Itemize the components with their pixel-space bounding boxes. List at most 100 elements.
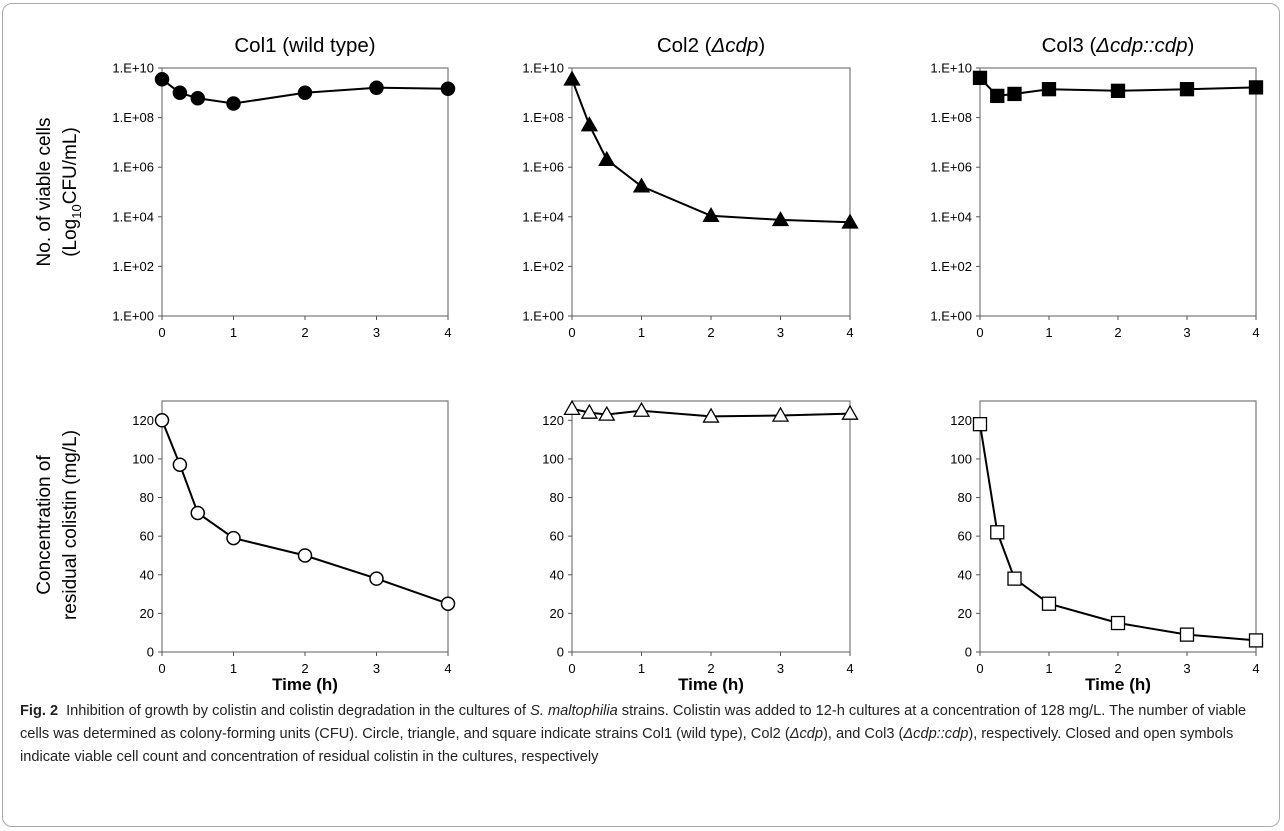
data-point <box>972 417 988 432</box>
y-tick-label: 40 <box>550 567 564 582</box>
x-tick-label: 1 <box>230 661 237 676</box>
x-tick-label: 2 <box>707 661 714 676</box>
y-tick-label: 1.E+08 <box>112 110 154 125</box>
x-tick-label: 2 <box>1114 325 1121 340</box>
caption-run-0: Inhibition of growth by colistin and col… <box>66 703 531 719</box>
x-tick-label: 4 <box>1252 661 1259 676</box>
caption-run-6: ), respectively. Closed and open symbols… <box>20 726 1234 765</box>
x-tick-label: 0 <box>976 661 983 676</box>
y-tick-label: 60 <box>958 529 972 544</box>
y-tick-label: 1.E+00 <box>930 309 972 324</box>
caption-run-4: ), and Col3 ( <box>823 726 904 742</box>
y-tick-label: 120 <box>542 413 564 428</box>
y-tick-label: 1.E+08 <box>522 110 564 125</box>
bottom-y-axis-title: Concentration of residual colistin (mg/L… <box>34 430 81 620</box>
data-point <box>580 403 598 419</box>
xlabel-col3: Time (h) <box>1085 675 1151 694</box>
plot-area <box>979 400 1257 653</box>
x-tick-label: 4 <box>846 325 853 340</box>
figure-canvas: Col1 (wild type) Col2 (Δcdp) Col3 (Δcdp:… <box>34 34 1264 694</box>
x-tick-label: 2 <box>301 661 308 676</box>
data-point <box>1007 86 1022 102</box>
x-tick-label: 3 <box>1183 661 1190 676</box>
y-tick-label: 1.E+10 <box>522 61 564 76</box>
x-tick-label: 2 <box>1114 661 1121 676</box>
y-tick-label: 100 <box>950 451 972 466</box>
y-tick-label: 20 <box>550 606 564 621</box>
y-tick-label: 1.E+04 <box>930 209 972 224</box>
data-point <box>369 571 384 586</box>
data-point <box>172 85 188 101</box>
y-tick-label: 20 <box>140 606 154 621</box>
x-tick-label: 3 <box>373 661 380 676</box>
x-tick-label: 3 <box>373 325 380 340</box>
y-tick-label: 80 <box>550 490 564 505</box>
data-point <box>563 70 581 86</box>
data-point <box>632 401 651 417</box>
x-tick-label: 2 <box>301 325 308 340</box>
data-point <box>632 177 651 193</box>
data-point <box>563 399 581 415</box>
plot-area <box>979 67 1257 317</box>
y-tick-label: 0 <box>557 645 564 660</box>
data-point <box>297 85 313 101</box>
chart-panel-3: 1.E+00 1.E+02 1.E+04 1.E+06 1.E+08 1.E+10 0 1 2 3… <box>930 61 1264 340</box>
data-point <box>1041 82 1057 97</box>
caption-run-1: S. maltophilia <box>530 703 618 719</box>
y-tick-label: 1.E+10 <box>930 61 972 76</box>
y-tick-label: 1.E+02 <box>112 259 154 274</box>
data-point <box>190 91 205 106</box>
data-point <box>1041 596 1057 611</box>
panel-title-col2: Col2 (Δcdp) <box>657 34 765 57</box>
data-point <box>1007 571 1022 586</box>
y-tick-label: 100 <box>542 451 564 466</box>
y-tick-label: 40 <box>140 567 154 582</box>
caption-run-2: strains. Colistin was added to 12-h cult… <box>20 703 1247 742</box>
x-tick-label: 3 <box>1183 325 1190 340</box>
chart-panel-1: 1.E+00 1.E+02 1.E+04 1.E+06 1.E+08 1.E+10 0 1 2 3… <box>112 61 456 340</box>
x-tick-label: 3 <box>777 325 784 340</box>
x-tick-label: 1 <box>1045 325 1052 340</box>
xlabel-col2: Time (h) <box>678 675 744 694</box>
y-tick-label: 1.E+06 <box>522 160 564 175</box>
xlabel-col1: Time (h) <box>272 675 338 694</box>
data-point <box>172 457 188 472</box>
data-point <box>771 406 790 422</box>
caption-run-5: Δcdp::cdp <box>903 726 969 742</box>
x-tick-label: 1 <box>638 661 645 676</box>
data-point <box>190 505 205 521</box>
y-tick-label: 60 <box>140 529 154 544</box>
y-tick-label: 100 <box>132 451 154 466</box>
series-line <box>979 424 1257 642</box>
x-tick-label: 4 <box>846 661 853 676</box>
x-tick-label: 0 <box>158 325 165 340</box>
data-point <box>154 72 170 87</box>
data-point <box>598 405 616 421</box>
x-tick-label: 2 <box>707 325 714 340</box>
x-tick-label: 4 <box>444 325 451 340</box>
top-ylabel-line2: (Log10CFU/mL) <box>60 127 84 257</box>
y-tick-label: 20 <box>958 606 972 621</box>
data-point <box>369 80 384 95</box>
data-point <box>440 596 456 611</box>
data-point <box>154 413 170 428</box>
plot-area <box>161 67 449 317</box>
top-y-axis-title: No. of viable cells (Log10CFU/mL) <box>34 118 84 267</box>
bottom-ylabel-line1: Concentration of <box>34 455 55 595</box>
panel-title-col3: Col3 (Δcdp::cdp) <box>1042 34 1195 57</box>
data-point <box>771 211 790 227</box>
data-point <box>1179 82 1195 97</box>
y-tick-label: 1.E+08 <box>930 110 972 125</box>
x-tick-label: 0 <box>568 661 575 676</box>
figure-caption: Fig. 2 Inhibition of growth by colistin a… <box>20 700 1270 769</box>
x-tick-label: 4 <box>444 661 451 676</box>
data-point <box>972 70 988 86</box>
figure-frame <box>2 3 1280 827</box>
data-point <box>1248 633 1264 648</box>
data-point <box>297 548 313 563</box>
x-tick-label: 0 <box>976 325 983 340</box>
chart-panel-6: 0 20 40 60 80 100 120 0 1 2 3 4 <box>950 400 1264 676</box>
chart-panel-2: 1.E+00 1.E+02 1.E+04 1.E+06 1.E+08 1.E+10 0 1 2 3… <box>522 61 859 340</box>
data-point <box>226 530 241 546</box>
y-tick-label: 1.E+06 <box>930 160 972 175</box>
